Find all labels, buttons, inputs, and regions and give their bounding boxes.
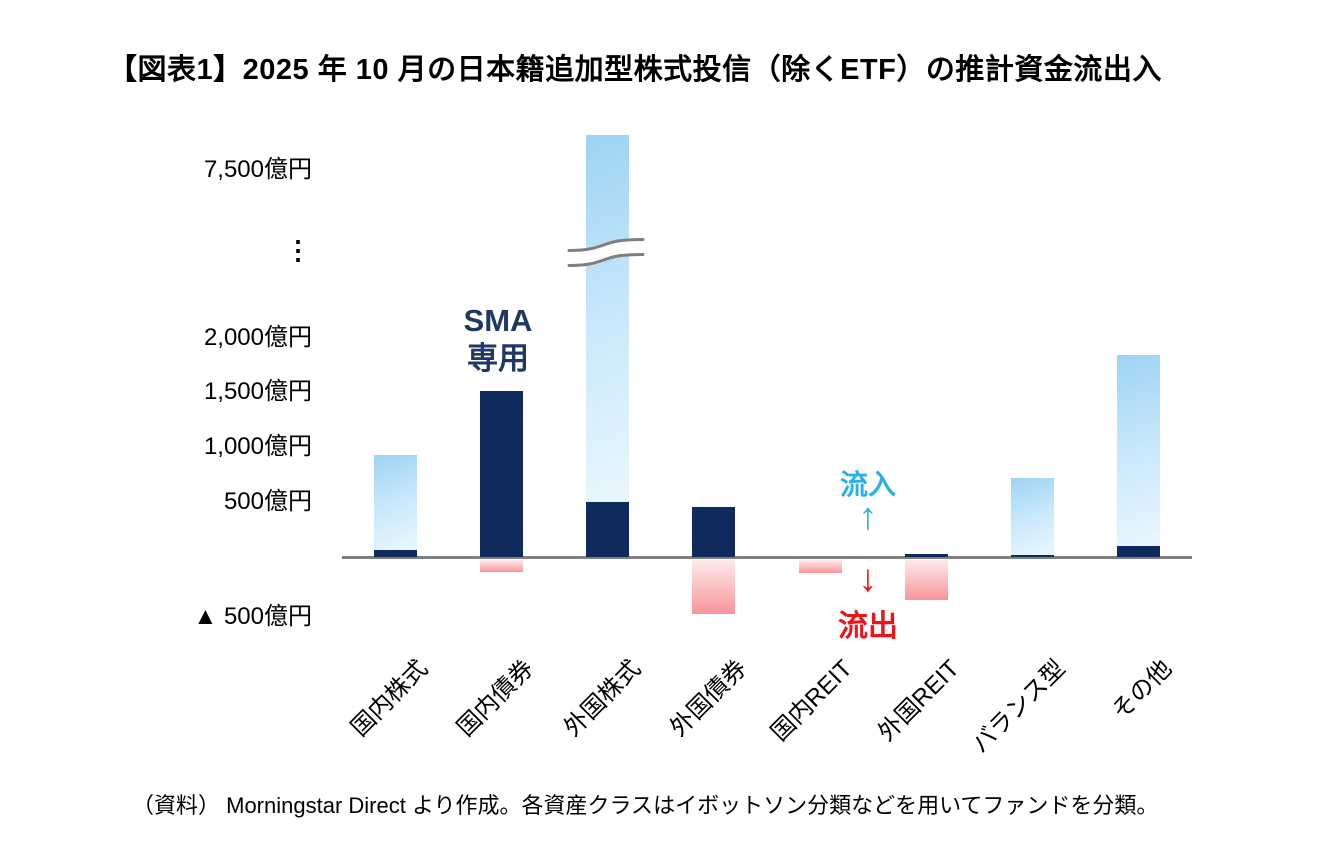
inflow-annotation: 流入 [839,469,896,500]
bar-segment-outflow [904,560,948,600]
y-axis-label: 2,000億円 [203,324,312,351]
source-note: （資料） Morningstar Direct より作成。各資産クラスはイボット… [132,793,1159,818]
category-label: バランス型 [967,654,1071,759]
zero-axis-line [342,556,1192,559]
sma-annotation-line2: 専用 [467,341,529,376]
y-axis-label: 1,500億円 [203,378,312,405]
bar-segment-inflow [1117,355,1161,546]
bar-segment-outflow [692,560,736,615]
y-axis-label: 7,500億円 [203,156,312,183]
bar-segment-sma [692,507,736,557]
bar-segment-outflow [798,560,842,574]
category-label: 外国株式 [558,654,646,742]
y-axis-label: 1,000億円 [203,433,312,460]
bar-segment-inflow [373,455,417,551]
chart-title: 【図表1】2025 年 10 月の日本籍追加型株式投信（除くETF）の推計資金流… [108,54,1162,86]
bar-segment-sma [373,550,417,557]
bar-segment-inflow [586,135,630,502]
inflow-arrow-icon: ↑ [858,496,878,538]
bar-segment-sma [904,554,948,557]
category-label: 外国債券 [664,654,752,742]
bar-segment-sma [1117,545,1161,557]
y-axis-label: ▲ 500億円 [193,603,312,630]
y-axis-break-ellipsis: ⋮ [285,235,312,265]
sma-annotation-line1: SMA [463,303,533,338]
bar-segment-sma [586,501,630,557]
bar-segment-sma [479,390,523,557]
category-label: 国内REIT [766,654,859,747]
y-axis-label: 500億円 [223,488,312,515]
bar-segment-outflow [479,560,523,573]
bar-segment-inflow [1011,478,1055,555]
axis-break-squiggle [567,238,645,267]
category-label: その他 [1106,654,1177,725]
category-label: 国内株式 [346,654,434,742]
outflow-annotation: 流出 [838,610,898,643]
outflow-arrow-icon: ↓ [858,558,878,600]
bar-segment-sma [1011,554,1055,557]
category-label: 国内債券 [452,654,540,742]
category-label: 外国REIT [872,654,965,747]
sma-annotation: SMA 専用 [442,302,554,378]
